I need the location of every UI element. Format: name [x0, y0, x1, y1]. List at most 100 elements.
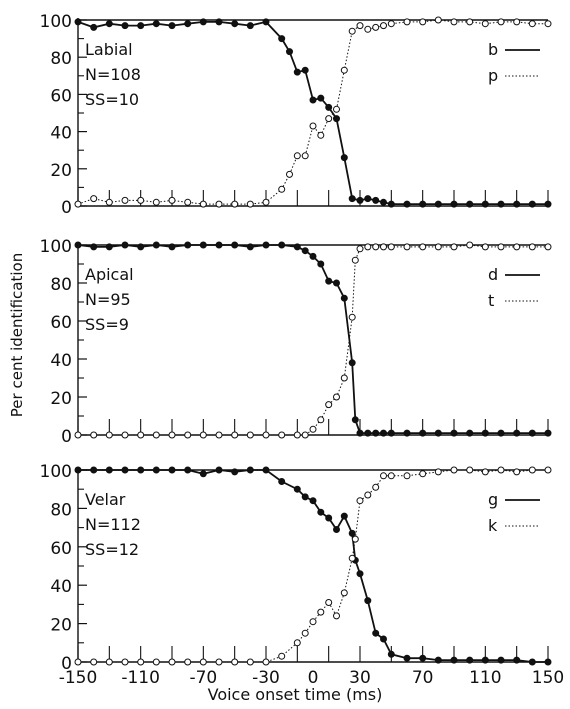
- data-point-p: [301, 152, 309, 160]
- data-point-g: [309, 497, 317, 505]
- y-tick-label: 100: [40, 462, 72, 482]
- data-point-p: [356, 22, 364, 30]
- data-point-g: [262, 466, 270, 474]
- data-point-t: [262, 431, 270, 439]
- data-point-k: [231, 658, 239, 666]
- y-tick-label: 60: [50, 86, 72, 106]
- data-point-b: [90, 23, 98, 31]
- data-point-t: [497, 243, 505, 251]
- data-point-d: [403, 429, 411, 437]
- data-point-p: [137, 196, 145, 204]
- data-point-t: [387, 243, 395, 251]
- data-point-b: [105, 20, 113, 28]
- data-point-g: [137, 466, 145, 474]
- data-point-d: [317, 260, 325, 268]
- data-point-d: [333, 279, 340, 287]
- data-point-t: [293, 431, 301, 439]
- data-point-p: [105, 198, 113, 206]
- data-point-p: [364, 25, 372, 33]
- data-point-k: [497, 466, 505, 474]
- data-point-k: [351, 535, 359, 543]
- data-point-p: [497, 18, 505, 26]
- data-point-d: [309, 252, 317, 260]
- data-point-b: [215, 18, 223, 26]
- data-point-k: [372, 483, 380, 491]
- data-point-k: [340, 589, 348, 597]
- data-point-t: [372, 243, 380, 251]
- data-point-p: [325, 115, 333, 123]
- data-point-p: [286, 170, 293, 178]
- panel-stat: N=112: [85, 515, 141, 534]
- x-tick-label: 0: [308, 668, 319, 688]
- data-point-k: [333, 612, 340, 620]
- data-point-d: [278, 241, 286, 249]
- data-point-d: [466, 429, 474, 437]
- data-point-b: [286, 48, 293, 56]
- panel-label: Velar: [85, 490, 126, 509]
- data-point-t: [199, 431, 207, 439]
- data-point-g: [419, 654, 427, 662]
- data-point-b: [348, 195, 356, 203]
- data-point-t: [215, 431, 223, 439]
- data-point-g: [348, 529, 356, 537]
- x-tick-label: 70: [412, 668, 434, 688]
- data-point-b: [528, 200, 536, 208]
- data-point-p: [293, 152, 301, 160]
- legend-label: g: [488, 490, 498, 509]
- data-point-t: [278, 431, 286, 439]
- data-point-k: [317, 608, 325, 616]
- data-point-d: [528, 429, 536, 437]
- data-point-d: [168, 243, 176, 251]
- data-point-k: [434, 468, 442, 476]
- series-line-d: [77, 244, 548, 435]
- chart-panel-labial: 0 20 40 60 80 100 Labial N=108 SS=10 bp: [40, 12, 552, 218]
- data-point-b: [356, 196, 364, 204]
- series-line-p: [77, 19, 548, 205]
- data-point-k: [246, 658, 254, 666]
- data-point-g: [121, 466, 129, 474]
- data-point-b: [168, 22, 176, 30]
- panel-label: Labial: [85, 40, 133, 59]
- panel-stat: SS=10: [85, 90, 139, 109]
- chart-panel-velar: 0 20 40 60 80 100 Velar N=112 SS=12 gk: [40, 462, 552, 674]
- data-point-k: [356, 497, 364, 505]
- data-point-d: [351, 416, 359, 424]
- data-point-t: [466, 241, 474, 249]
- data-point-g: [325, 514, 333, 522]
- data-point-t: [325, 401, 333, 409]
- data-point-d: [301, 247, 309, 255]
- data-point-t: [246, 431, 254, 439]
- series-line-t: [78, 244, 548, 436]
- data-point-g: [372, 629, 380, 637]
- data-point-d: [74, 241, 82, 249]
- data-point-d: [380, 429, 387, 437]
- data-point-b: [497, 200, 505, 208]
- y-tick-label: 40: [50, 351, 72, 371]
- data-point-g: [450, 656, 458, 664]
- data-point-d: [356, 429, 364, 437]
- y-tick-label: 40: [50, 124, 72, 144]
- y-tick-label: 20: [50, 616, 72, 636]
- data-point-g: [333, 526, 340, 533]
- data-point-p: [215, 200, 223, 208]
- data-point-t: [90, 431, 98, 439]
- data-point-g: [466, 656, 474, 664]
- data-point-b: [380, 198, 387, 206]
- data-point-p: [246, 200, 254, 208]
- data-point-p: [403, 18, 411, 26]
- data-point-p: [168, 196, 176, 204]
- data-point-b: [481, 200, 489, 208]
- data-point-d: [340, 294, 348, 302]
- data-point-d: [184, 241, 192, 249]
- data-point-t: [403, 243, 411, 251]
- data-point-b: [513, 200, 521, 208]
- data-point-t: [333, 393, 340, 401]
- x-tick-label: -110: [121, 668, 160, 688]
- data-point-g: [364, 597, 372, 605]
- data-point-p: [317, 131, 325, 139]
- data-point-d: [262, 241, 270, 249]
- data-point-b: [364, 195, 372, 203]
- x-tick-label: -70: [189, 668, 217, 688]
- data-point-p: [387, 20, 395, 28]
- data-point-d: [544, 429, 552, 437]
